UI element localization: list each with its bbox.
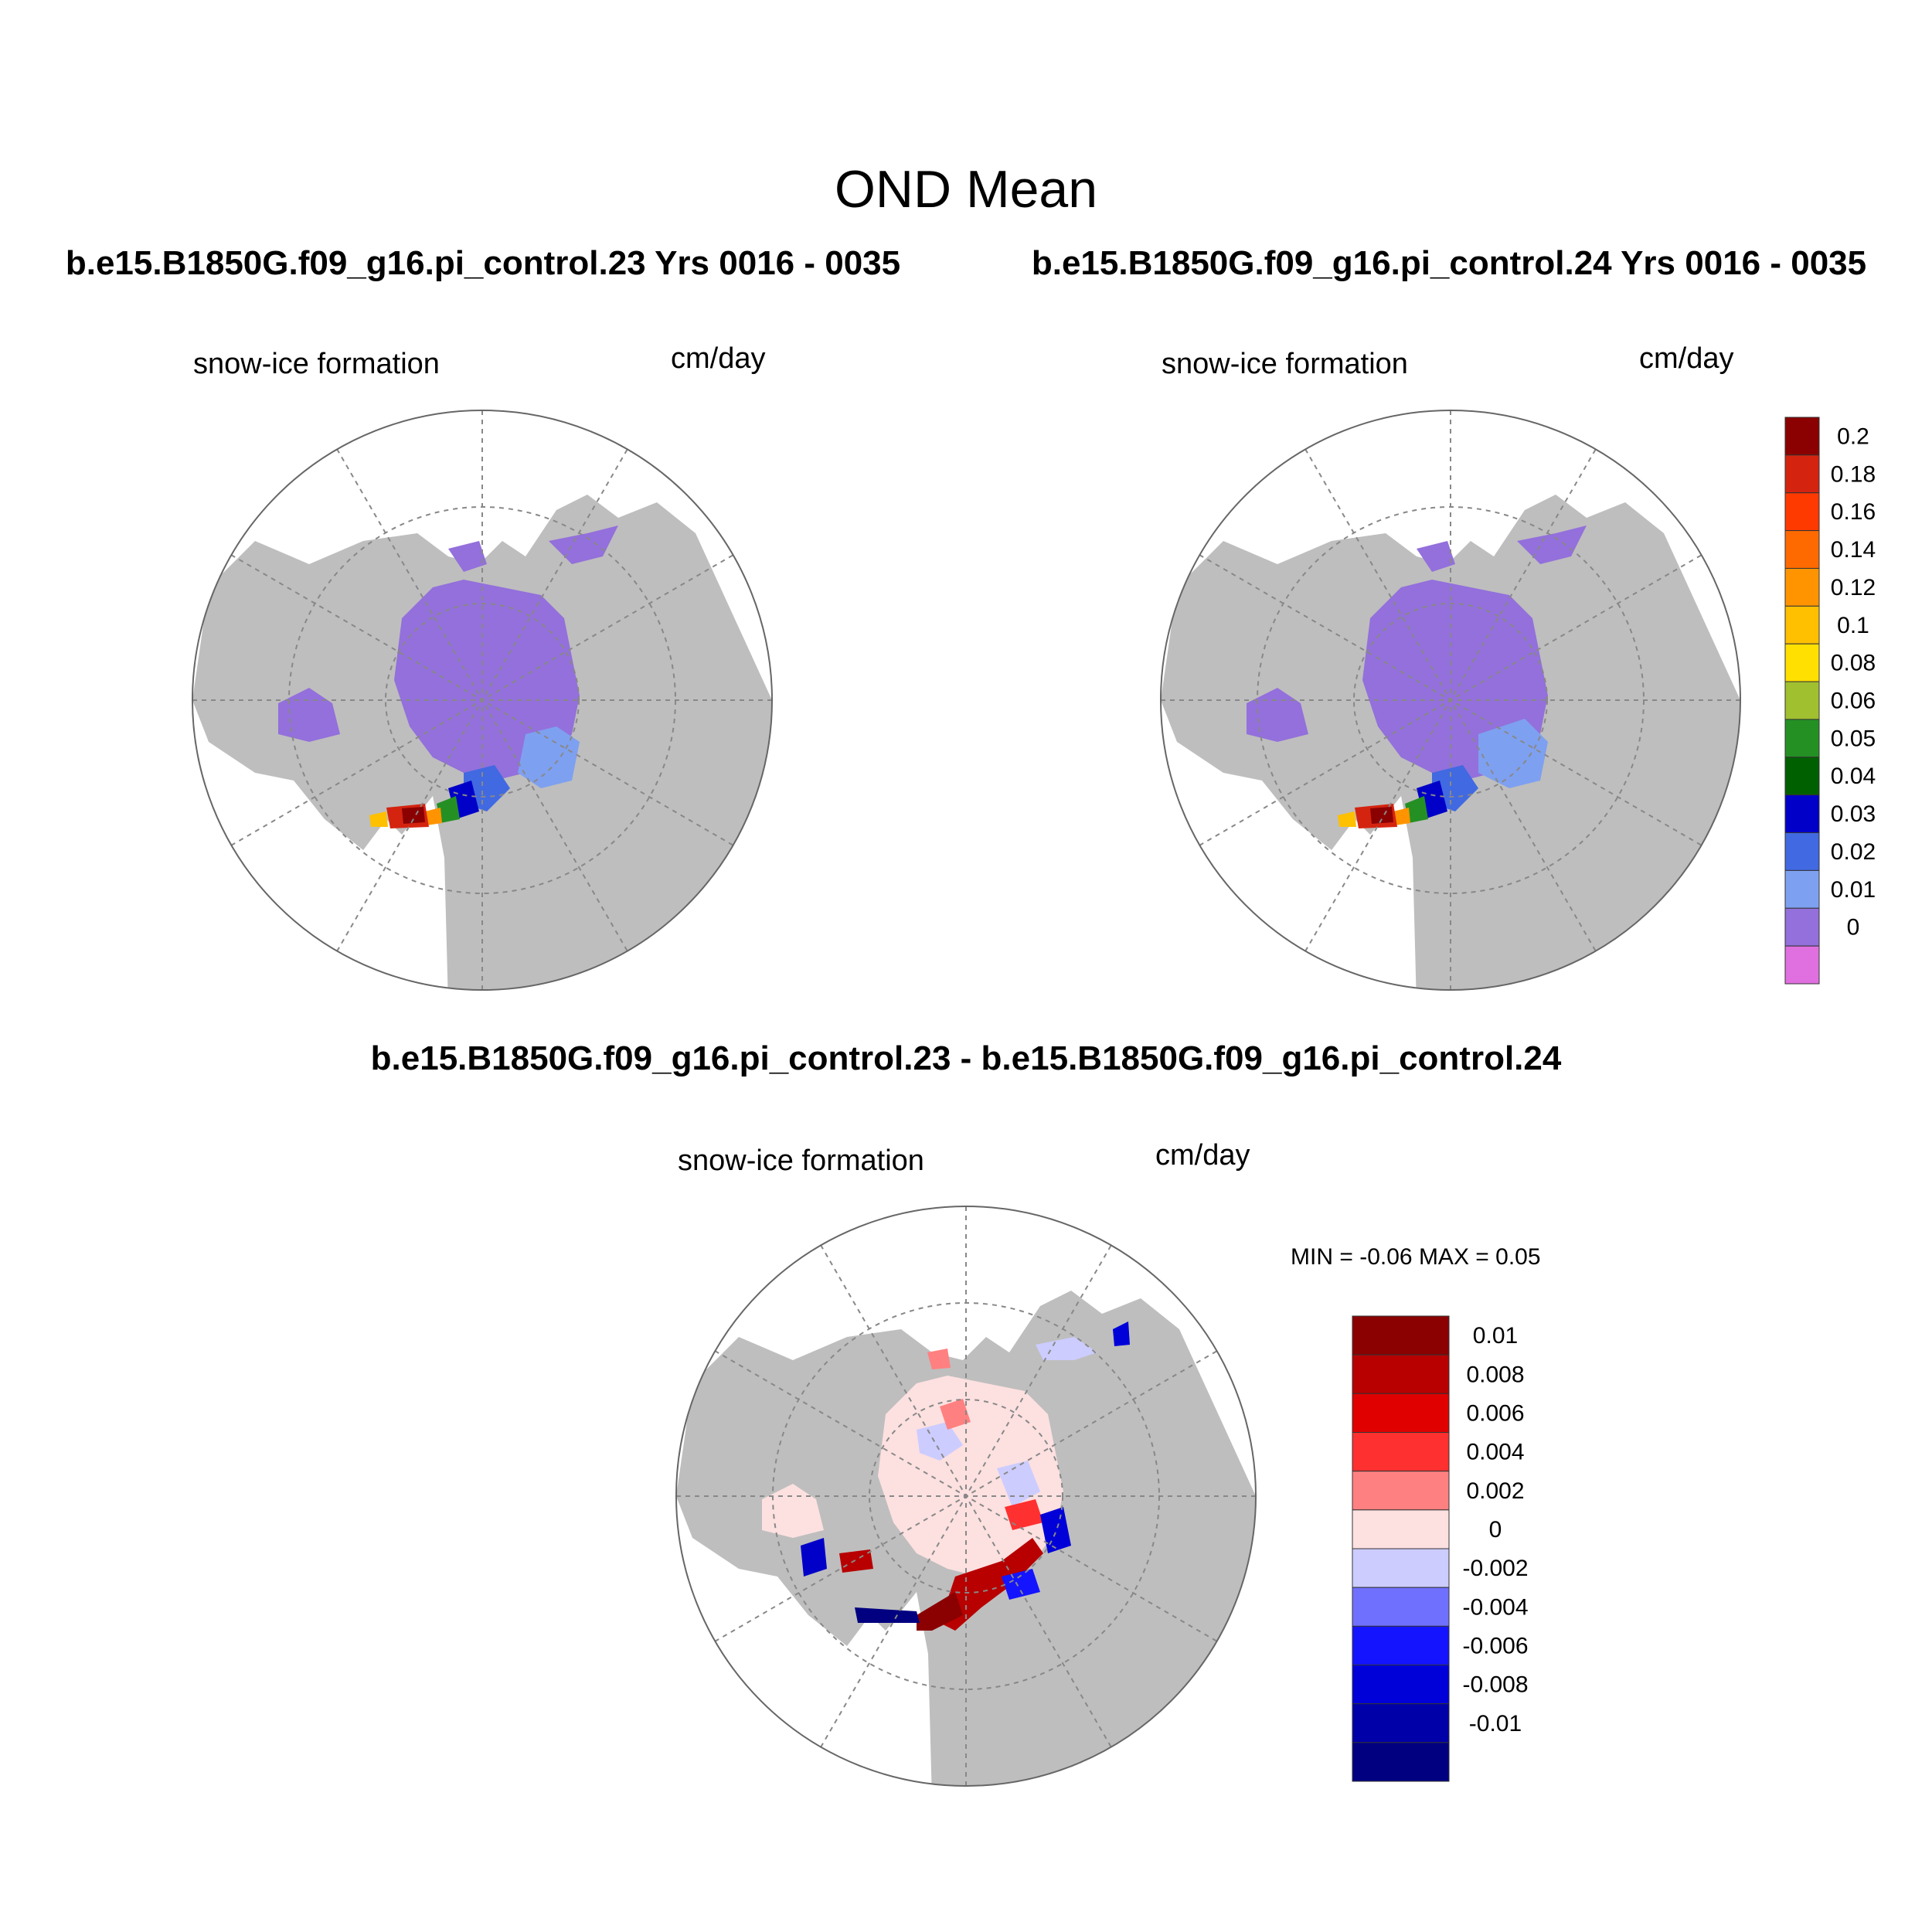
- colorbar-tick-label: 0.06: [1831, 689, 1876, 714]
- polar-map-panel-2: [1160, 410, 1741, 991]
- colorbar-swatch: [1352, 1703, 1450, 1743]
- diff-variable-label: snow-ice formation: [678, 1145, 924, 1177]
- colorbar-swatch: [1784, 832, 1820, 871]
- colorbar-tick-label: 0.01: [1473, 1323, 1518, 1349]
- colorbar-swatch: [1352, 1587, 1450, 1627]
- map-boundary: [192, 410, 773, 991]
- colorbar-swatch: [1784, 454, 1820, 494]
- colorbar-tick-label: -0.002: [1462, 1556, 1528, 1581]
- min-value: -0.06: [1359, 1244, 1413, 1270]
- colorbar-swatch: [1352, 1315, 1450, 1355]
- colorbar-swatch: [1352, 1354, 1450, 1394]
- map-boundary: [1160, 410, 1741, 991]
- colorbar-swatch: [1784, 907, 1820, 947]
- colorbar-tick-label: 0.01: [1831, 877, 1876, 903]
- polar-map-difference: [675, 1206, 1257, 1787]
- colorbar-main: 0.2 0.18 0.16 0.14 0.12 0.1 0.08 0.06 0.05 0.04 0.…: [1784, 417, 1876, 985]
- colorbar-swatch: [1784, 719, 1820, 758]
- colorbar-tick-label: 0.18: [1831, 461, 1876, 487]
- colorbar-tick-label: -0.01: [1469, 1711, 1522, 1736]
- colorbar-swatch: [1352, 1742, 1450, 1782]
- colorbar-tick-label: 0.08: [1831, 651, 1876, 676]
- map-boundary: [675, 1206, 1257, 1787]
- colorbar-tick-label: 0.03: [1831, 801, 1876, 827]
- colorbar-tick-label: 0.02: [1831, 839, 1876, 865]
- colorbar-tick-label: 0.14: [1831, 537, 1876, 563]
- difference-field: [762, 1321, 1130, 1631]
- colorbar-tick-label: -0.004: [1462, 1594, 1528, 1620]
- colorbar-swatch: [1352, 1548, 1450, 1588]
- colorbar-difference: 0.01 0.008 0.006 0.004 0.002 0 -0.002 -0.004 -0.…: [1352, 1315, 1529, 1782]
- colorbar-swatch: [1352, 1471, 1450, 1511]
- polar-map-panel-1: [192, 410, 773, 991]
- max-value: 0.05: [1495, 1244, 1541, 1270]
- panel-2-variable-label: snow-ice formation: [1162, 348, 1408, 380]
- colorbar-swatch: [1784, 643, 1820, 682]
- colorbar-tick-label: 0.004: [1466, 1440, 1524, 1465]
- panel-1-units-label: cm/day: [671, 342, 766, 375]
- colorbar-tick-label: 0.006: [1466, 1400, 1524, 1426]
- diff-units-label: cm/day: [1155, 1139, 1250, 1172]
- colorbar-swatch: [1352, 1432, 1450, 1472]
- sea-ice-field: [1247, 526, 1587, 828]
- graticule: [676, 1206, 1256, 1786]
- colorbar-swatch: [1784, 417, 1820, 456]
- colorbar-swatch: [1784, 869, 1820, 909]
- sea-ice-field: [278, 526, 618, 828]
- min-label: MIN =: [1291, 1244, 1353, 1270]
- graticule: [192, 410, 772, 990]
- difference-title: b.e15.B1850G.f09_g16.pi_control.23 - b.e…: [370, 1039, 1562, 1077]
- colorbar-tick-label: 0.04: [1831, 764, 1876, 789]
- panel-2-case-title: b.e15.B1850G.f09_g16.pi_control.24 Yrs 0…: [1031, 244, 1867, 282]
- colorbar-swatch: [1784, 681, 1820, 720]
- colorbar-swatch: [1784, 530, 1820, 569]
- colorbar-swatch: [1784, 757, 1820, 796]
- colorbar-swatch: [1784, 605, 1820, 645]
- panel-1-variable-label: snow-ice formation: [193, 348, 440, 380]
- colorbar-swatch: [1784, 567, 1820, 607]
- panel-1-case-title: b.e15.B1850G.f09_g16.pi_control.23 Yrs 0…: [65, 244, 901, 282]
- colorbar-swatch: [1352, 1625, 1450, 1665]
- figure-title: OND Mean: [834, 160, 1098, 219]
- graticule: [1161, 410, 1740, 990]
- colorbar-swatch: [1352, 1509, 1450, 1549]
- colorbar-swatch: [1784, 492, 1820, 532]
- colorbar-swatch: [1352, 1665, 1450, 1705]
- colorbar-tick-label: 0.2: [1837, 423, 1869, 449]
- colorbar-tick-label: 0: [1489, 1517, 1502, 1543]
- colorbar-swatch: [1784, 794, 1820, 834]
- colorbar-tick-label: 0.008: [1466, 1362, 1524, 1387]
- diff-min-max-stats: MIN = -0.06 MAX = 0.05: [1291, 1244, 1541, 1270]
- colorbar-tick-label: 0.1: [1837, 613, 1869, 638]
- colorbar-tick-label: -0.008: [1462, 1672, 1528, 1698]
- colorbar-swatch: [1352, 1393, 1450, 1434]
- max-label: MAX =: [1418, 1244, 1489, 1270]
- colorbar-tick-label: 0.16: [1831, 499, 1876, 525]
- colorbar-tick-label: 0: [1847, 915, 1860, 940]
- colorbar-tick-label: -0.006: [1462, 1633, 1528, 1658]
- colorbar-tick-label: 0.002: [1466, 1478, 1524, 1504]
- panel-2-units-label: cm/day: [1639, 342, 1734, 375]
- colorbar-tick-label: 0.05: [1831, 726, 1876, 751]
- colorbar-swatch: [1784, 945, 1820, 985]
- colorbar-tick-label: 0.12: [1831, 575, 1876, 600]
